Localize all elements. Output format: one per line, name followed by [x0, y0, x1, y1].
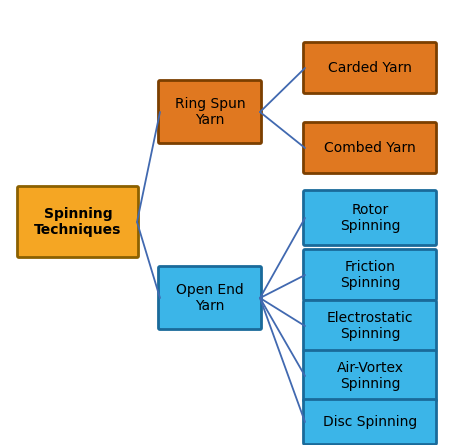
FancyBboxPatch shape	[304, 351, 437, 401]
Text: Ring Spun
Yarn: Ring Spun Yarn	[175, 97, 245, 127]
FancyBboxPatch shape	[304, 43, 437, 93]
Text: Friction
Spinning: Friction Spinning	[340, 260, 400, 290]
Text: Combed Yarn: Combed Yarn	[324, 141, 416, 155]
Text: Air-Vortex
Spinning: Air-Vortex Spinning	[336, 361, 403, 391]
FancyBboxPatch shape	[304, 250, 437, 300]
Text: Spinning
Techniques: Spinning Techniques	[34, 207, 122, 237]
FancyBboxPatch shape	[304, 190, 437, 246]
FancyBboxPatch shape	[159, 81, 262, 143]
Text: Disc Spinning: Disc Spinning	[323, 415, 417, 429]
Text: Carded Yarn: Carded Yarn	[328, 61, 412, 75]
Text: Electrostatic
Spinning: Electrostatic Spinning	[327, 311, 413, 341]
FancyBboxPatch shape	[304, 300, 437, 352]
FancyBboxPatch shape	[304, 122, 437, 174]
FancyBboxPatch shape	[304, 400, 437, 445]
FancyBboxPatch shape	[159, 267, 262, 329]
Text: Rotor
Spinning: Rotor Spinning	[340, 203, 400, 233]
Text: Open End
Yarn: Open End Yarn	[176, 283, 244, 313]
FancyBboxPatch shape	[17, 186, 139, 258]
